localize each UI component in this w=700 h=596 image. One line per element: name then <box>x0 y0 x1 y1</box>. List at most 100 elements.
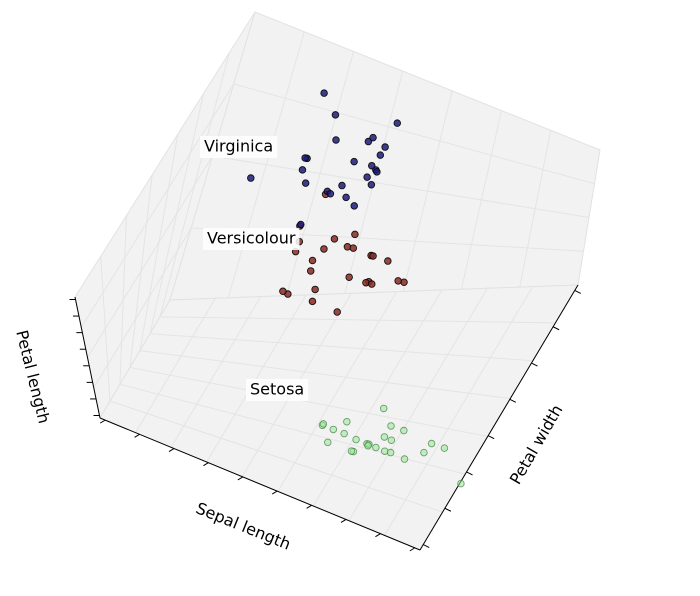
data-point <box>279 287 287 296</box>
data-point <box>394 277 402 285</box>
grid-line <box>149 333 533 362</box>
data-point <box>372 443 380 452</box>
data-point <box>333 308 341 316</box>
data-point <box>308 297 317 306</box>
data-point <box>342 193 350 202</box>
data-point <box>351 230 359 239</box>
tick-mark <box>375 533 381 538</box>
data-point <box>369 252 377 260</box>
grid-line <box>312 289 443 507</box>
axis-line <box>419 284 579 551</box>
annotations: Setosa Versicolour Virginica <box>200 136 309 401</box>
data-point <box>363 173 371 181</box>
tick-mark <box>509 398 517 403</box>
annotation-box <box>203 228 300 250</box>
data-point <box>368 161 376 170</box>
data-point <box>350 157 358 166</box>
tick-mark <box>423 544 430 549</box>
data-point <box>387 422 395 430</box>
data-point <box>338 181 346 190</box>
data-point <box>301 179 310 187</box>
floor-pane <box>99 284 579 551</box>
data-point <box>311 285 319 294</box>
tick-mark <box>203 462 209 467</box>
annotation: Setosa <box>250 380 304 399</box>
tick-mark <box>237 476 244 481</box>
grid-line <box>93 227 192 389</box>
grid-line <box>129 366 488 437</box>
data-point <box>440 444 449 452</box>
grid-line <box>87 155 213 358</box>
data-point <box>330 235 339 243</box>
data-point <box>306 267 315 275</box>
data-point <box>298 166 307 174</box>
grid-line <box>159 316 556 324</box>
data-point <box>393 119 402 127</box>
data-point <box>400 455 409 463</box>
tick-mark <box>99 419 106 424</box>
data-point <box>320 89 328 97</box>
data-point <box>367 180 376 189</box>
data-point <box>420 448 428 457</box>
data-point <box>297 220 305 229</box>
tick-mark <box>444 507 452 512</box>
data-point <box>324 438 332 447</box>
tick-mark <box>409 547 416 552</box>
data-point <box>457 479 465 488</box>
data-point <box>386 448 395 457</box>
data-point <box>326 189 335 198</box>
grid <box>80 31 595 536</box>
tick-mark <box>340 519 347 523</box>
data-point <box>350 202 358 210</box>
data-point <box>376 151 385 159</box>
axis-line <box>99 417 421 551</box>
annotation-box <box>246 379 309 401</box>
grid-line <box>348 288 488 521</box>
grid-line <box>139 350 511 400</box>
data-point <box>384 257 392 265</box>
grid-line <box>519 130 552 288</box>
grid-line <box>460 110 502 290</box>
data-point <box>369 133 377 142</box>
data-point <box>364 441 372 450</box>
data-point <box>343 417 351 426</box>
data-point <box>345 273 353 281</box>
data-point <box>373 168 381 176</box>
grid-line <box>135 298 216 433</box>
tick-mark <box>134 433 140 438</box>
tick-mark <box>574 289 581 294</box>
data-point <box>352 435 360 444</box>
annotation-box <box>200 136 278 158</box>
grid-line <box>109 400 443 513</box>
ticks <box>69 284 581 552</box>
data-point <box>329 425 338 434</box>
tick-mark <box>271 490 278 495</box>
data-point <box>308 256 317 265</box>
tick-mark <box>168 448 175 452</box>
data-point <box>320 245 328 253</box>
grid-line <box>80 83 235 328</box>
data-point <box>332 136 340 144</box>
data-point <box>331 111 340 119</box>
tick-mark <box>487 435 495 440</box>
grid-line <box>233 83 595 185</box>
data-point <box>340 429 348 438</box>
x-axis-label: Petal width <box>506 401 567 487</box>
data-point <box>364 137 373 146</box>
data-point <box>368 280 376 288</box>
tick-mark <box>531 362 538 367</box>
y-axis-label: Sepal length <box>193 498 293 553</box>
annotation: Virginica <box>204 137 273 156</box>
data-point <box>347 447 356 455</box>
data-point <box>349 244 358 252</box>
grid-line <box>212 155 590 218</box>
tick-mark <box>466 471 473 476</box>
axis-line <box>74 296 101 419</box>
grid-line <box>206 294 307 463</box>
data-point <box>387 436 396 444</box>
data-point <box>301 154 309 162</box>
data-point <box>319 420 328 428</box>
data-point <box>381 143 389 151</box>
